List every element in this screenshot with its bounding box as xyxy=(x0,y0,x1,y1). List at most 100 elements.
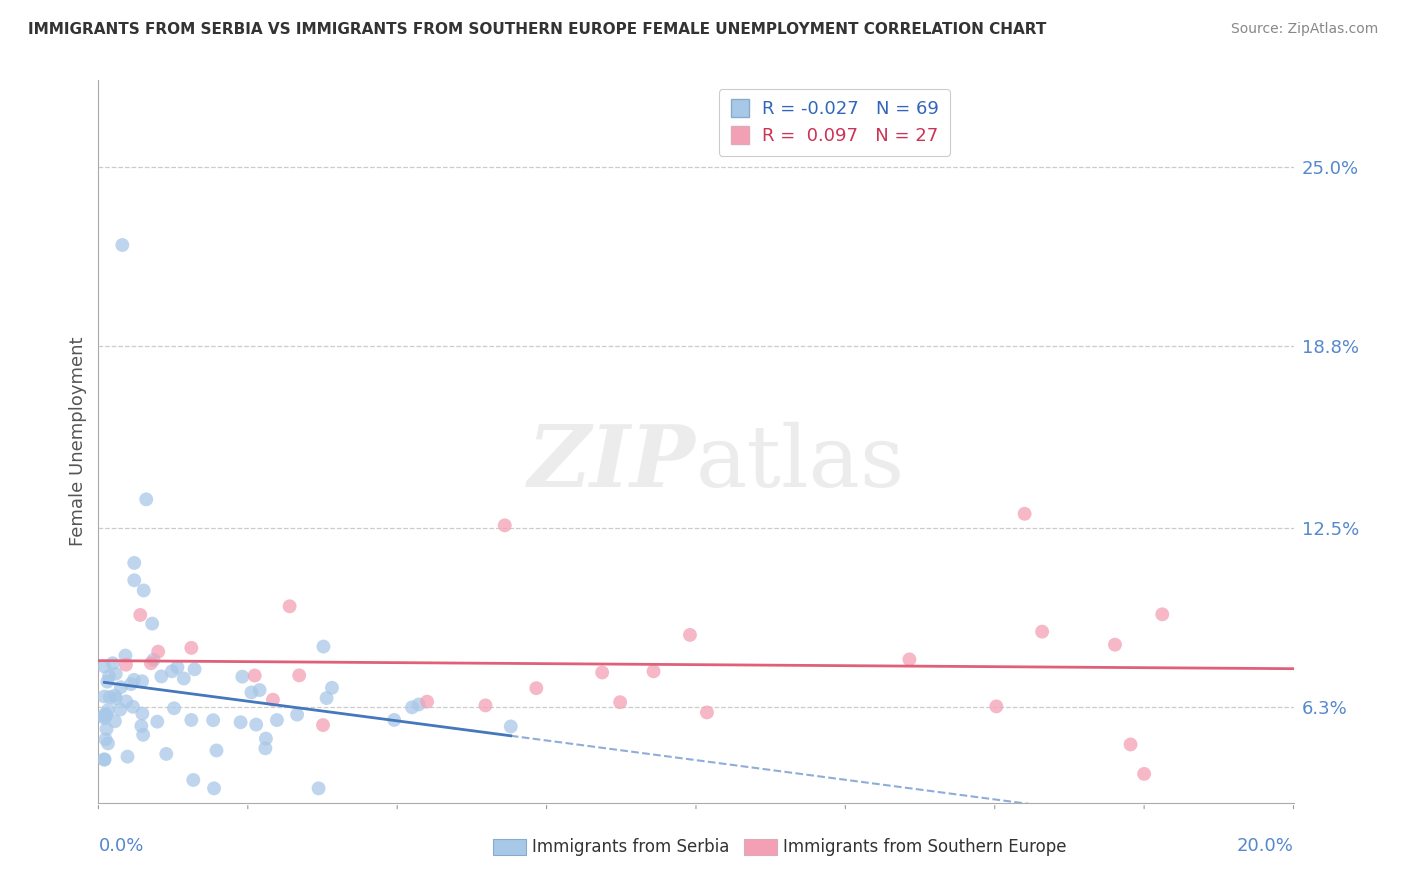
Point xyxy=(180,640,202,655)
Point xyxy=(122,699,145,714)
Point xyxy=(104,691,127,706)
Point xyxy=(254,731,277,746)
Text: Immigrants from Southern Europe: Immigrants from Southern Europe xyxy=(783,838,1067,855)
Point xyxy=(122,673,145,687)
Text: Source: ZipAtlas.com: Source: ZipAtlas.com xyxy=(1230,22,1378,37)
Point xyxy=(643,665,665,679)
Point xyxy=(1031,624,1053,639)
Text: Immigrants from Serbia: Immigrants from Serbia xyxy=(533,838,730,855)
Point xyxy=(416,695,439,709)
Point xyxy=(135,492,157,507)
Point xyxy=(1119,738,1142,752)
Point xyxy=(278,599,301,614)
Text: ZIP: ZIP xyxy=(529,421,696,505)
Point xyxy=(408,698,430,712)
Point xyxy=(131,674,153,689)
Point xyxy=(97,703,120,717)
Point xyxy=(96,722,118,736)
Legend: R = -0.027   N = 69, R =  0.097   N = 27: R = -0.027 N = 69, R = 0.097 N = 27 xyxy=(718,89,950,156)
Point xyxy=(120,677,142,691)
FancyBboxPatch shape xyxy=(744,838,778,855)
Point xyxy=(474,698,496,713)
Point xyxy=(898,652,921,666)
Point xyxy=(131,719,153,733)
Point xyxy=(285,707,308,722)
Point xyxy=(146,714,169,729)
Point xyxy=(98,690,121,705)
Point xyxy=(494,518,516,533)
Point xyxy=(202,781,225,796)
Text: 0.0%: 0.0% xyxy=(98,838,143,855)
Point xyxy=(202,713,225,727)
Y-axis label: Female Unemployment: Female Unemployment xyxy=(69,337,87,546)
Point xyxy=(93,659,115,673)
Point xyxy=(524,681,547,695)
Point xyxy=(288,668,311,682)
Text: 20.0%: 20.0% xyxy=(1237,838,1294,855)
FancyBboxPatch shape xyxy=(494,838,526,855)
Point xyxy=(124,556,146,570)
Point xyxy=(229,715,252,730)
Point xyxy=(96,674,118,689)
Point xyxy=(401,700,423,714)
Point xyxy=(104,714,127,729)
Point xyxy=(117,749,139,764)
Point xyxy=(93,752,115,766)
Point xyxy=(1152,607,1174,622)
Point xyxy=(499,719,522,733)
Point xyxy=(96,707,118,722)
Point xyxy=(308,781,330,796)
Point xyxy=(124,574,146,588)
Point xyxy=(104,666,127,681)
Point xyxy=(679,628,702,642)
Point xyxy=(150,669,173,683)
Point xyxy=(160,665,183,679)
Point xyxy=(609,695,631,709)
Point xyxy=(243,668,266,682)
Point xyxy=(321,681,343,695)
Point xyxy=(93,753,115,767)
Point xyxy=(97,736,120,750)
Point xyxy=(266,713,288,727)
Point xyxy=(104,689,127,703)
Point xyxy=(240,685,263,699)
Point xyxy=(146,645,169,659)
Point xyxy=(132,728,155,742)
Point xyxy=(1133,767,1156,781)
Point xyxy=(131,706,153,721)
Point xyxy=(312,718,335,732)
Point xyxy=(1014,507,1036,521)
Point xyxy=(94,732,117,747)
Point xyxy=(110,680,132,694)
Point xyxy=(180,713,202,727)
Point xyxy=(115,694,138,708)
Point xyxy=(155,747,177,761)
Point xyxy=(1104,638,1126,652)
Point xyxy=(142,653,165,667)
Point xyxy=(249,683,271,698)
Point xyxy=(141,616,163,631)
Point xyxy=(93,711,115,725)
Point xyxy=(183,662,205,676)
Point xyxy=(101,657,124,671)
Point xyxy=(129,607,152,622)
Text: IMMIGRANTS FROM SERBIA VS IMMIGRANTS FROM SOUTHERN EUROPE FEMALE UNEMPLOYMENT CO: IMMIGRANTS FROM SERBIA VS IMMIGRANTS FRO… xyxy=(28,22,1046,37)
Point xyxy=(114,648,136,663)
Point xyxy=(382,713,405,727)
Point xyxy=(98,669,121,683)
Point xyxy=(245,717,267,731)
Point xyxy=(93,709,115,723)
Point xyxy=(591,665,613,680)
Text: atlas: atlas xyxy=(696,422,905,505)
Point xyxy=(173,672,195,686)
Point xyxy=(139,656,162,670)
Point xyxy=(115,657,138,672)
Point xyxy=(163,701,186,715)
Point xyxy=(181,772,204,787)
Point xyxy=(262,692,284,706)
Point xyxy=(93,690,115,704)
Point xyxy=(315,691,337,706)
Point xyxy=(110,702,132,716)
Point xyxy=(231,670,253,684)
Point xyxy=(132,583,155,598)
